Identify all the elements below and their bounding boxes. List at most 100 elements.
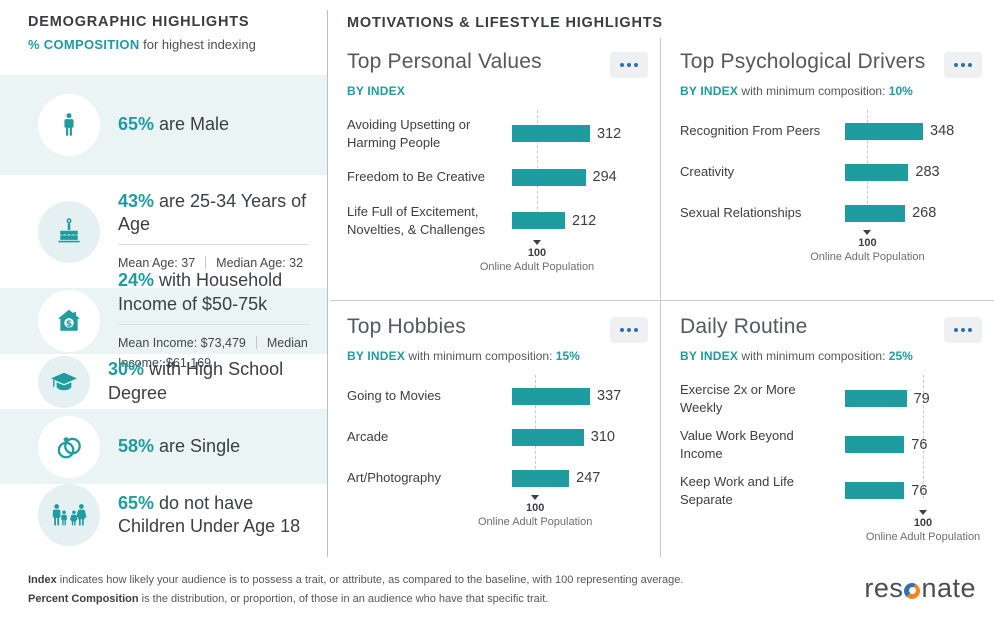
chart-subtitle: BY INDEX: [347, 84, 648, 98]
baseline-arrow-icon: [919, 510, 927, 516]
bar-value: 294: [592, 169, 617, 186]
stat-divider: [205, 256, 207, 270]
chart-row: Value Work Beyond Income 76: [680, 427, 982, 462]
demographic-statement: 24% with Household Income of $50-75k: [118, 269, 309, 315]
demographic-statement: 65% are Male: [118, 113, 309, 136]
house-dollar-icon: $: [38, 290, 100, 352]
baseline-caption: Online Adult Population: [477, 516, 593, 528]
percent-value: 43%: [118, 190, 155, 211]
percent-composition-definition: Percent Composition is the distribution,…: [28, 593, 549, 606]
bar-value: 212: [572, 212, 597, 229]
bar-chart: Recognition From Peers 348 Creativity 283 Se…: [680, 110, 982, 263]
quadrant-horizontal-divider: [330, 300, 994, 301]
bar[interactable]: [512, 428, 584, 446]
bar-label: Going to Movies: [347, 388, 441, 404]
demographics-title: DEMOGRAPHIC HIGHLIGHTS: [28, 14, 250, 30]
subtitle-rest: for highest indexing: [139, 37, 256, 52]
baseline-caption: Online Adult Population: [865, 531, 981, 544]
mean-stat: Mean Income: $73,479: [118, 335, 246, 350]
bar-value: 268: [912, 205, 937, 221]
baseline-caption: Online Adult Population: [810, 251, 925, 263]
stat-divider: [255, 335, 257, 349]
demographic-row-education: 30% with High School Degree: [0, 354, 327, 409]
by-index-label: BY INDEX: [347, 349, 406, 363]
bar-value: 348: [930, 123, 955, 139]
bar[interactable]: [845, 390, 907, 408]
min-composition-value: 15%: [555, 349, 580, 363]
composition-label: % COMPOSITION: [28, 37, 140, 52]
demographic-row-marital: 58% are Single: [0, 409, 327, 484]
chart-row: Recognition From Peers 348: [680, 116, 982, 146]
demographic-statement: 65% do not have Children Under Age 18: [118, 492, 309, 538]
bar[interactable]: [512, 387, 590, 405]
demographic-row-gender: 65% are Male: [0, 75, 327, 175]
statement-text: do not have Children Under Age 18: [118, 492, 301, 536]
bar-value: 283: [915, 164, 940, 180]
chart-title: Top Hobbies: [347, 315, 466, 338]
median-stat: Median Income: $61,169: [118, 335, 308, 370]
by-index-label: BY INDEX: [680, 349, 739, 363]
bar[interactable]: [845, 122, 923, 140]
bar-value: 79: [913, 390, 930, 407]
footer: Index indicates how likely your audience…: [28, 571, 976, 610]
motivations-title: MOTIVATIONS & LIFESTYLE HIGHLIGHTS: [347, 15, 663, 31]
male-icon: [38, 94, 100, 156]
baseline-value: 100: [527, 247, 547, 260]
chart-title: Top Personal Values: [347, 50, 542, 73]
quadrant-vertical-divider: [660, 38, 661, 557]
percent-value: 65%: [118, 114, 155, 135]
bar[interactable]: [512, 168, 586, 186]
baseline-value: 100: [913, 517, 933, 530]
by-index-label: BY INDEX: [347, 84, 406, 98]
chart-row: Freedom to Be Creative 294: [347, 162, 648, 192]
bar[interactable]: [845, 436, 905, 454]
bar[interactable]: [845, 204, 906, 222]
statement-text: are 25-34 Years of Age: [118, 190, 307, 234]
more-options-button[interactable]: [944, 52, 982, 78]
bar-label: Creativity: [680, 164, 735, 180]
chart-row: Keep Work and Life Separate 76: [680, 473, 982, 508]
chart-row: Art/Photography 247: [347, 463, 648, 493]
demographic-row-age: 43% are 25-34 Years of Age Mean Age: 37 M…: [0, 175, 327, 288]
bar-chart: Going to Movies 337 Arcade 310 Art/Photograp…: [347, 375, 648, 528]
bar[interactable]: [512, 212, 565, 230]
statement-text: with High School Degree: [108, 359, 284, 403]
panel-top-personal-values: Top Personal Values BY INDEX Avoiding Up…: [330, 38, 660, 273]
baseline-arrow-icon: [533, 240, 541, 246]
percent-value: 58%: [118, 435, 155, 456]
baseline-axis: 100 Online Adult Population: [442, 240, 632, 273]
subtitle-rest: with minimum composition:: [405, 349, 556, 363]
bar-label: Keep Work and Life Separate: [680, 474, 794, 507]
bar-label: Art/Photography: [347, 470, 441, 486]
panel-top-psychological-drivers: Top Psychological Drivers BY INDEX with …: [663, 38, 994, 263]
median-stat: Median Age: 32: [216, 256, 304, 271]
birthday-cake-icon: [38, 200, 100, 263]
demographic-substats: Mean Income: $73,479 Median Income: $61,1…: [118, 323, 309, 373]
bar-value: 247: [576, 470, 601, 486]
more-options-button[interactable]: [610, 317, 648, 343]
statement-text: are Single: [154, 435, 241, 456]
demographic-row-income: $ 24% with Household Income of $50-75k M…: [0, 270, 327, 370]
bar[interactable]: [512, 125, 590, 143]
bar[interactable]: [845, 482, 905, 500]
more-options-button[interactable]: [944, 317, 982, 343]
bar-value: 310: [590, 429, 615, 445]
bar[interactable]: [845, 163, 909, 181]
bar-label: Life Full of Excitement, Novelties, & Ch…: [347, 204, 486, 237]
bar-value: 312: [597, 125, 622, 142]
demographic-substats: Mean Age: 37 Median Age: 32: [118, 244, 309, 273]
percent-value: 30%: [108, 359, 145, 380]
chart-row: Avoiding Upsetting or Harming People 312: [347, 116, 648, 151]
baseline-value: 100: [525, 502, 545, 514]
baseline-axis: 100 Online Adult Population: [828, 510, 994, 543]
bar[interactable]: [512, 469, 570, 487]
panel-top-hobbies: Top Hobbies BY INDEX with minimum compos…: [330, 303, 660, 528]
graduation-cap-icon: [38, 355, 90, 408]
chart-subtitle: BY INDEX with minimum composition: 10%: [680, 84, 982, 98]
demographic-statement: 43% are 25-34 Years of Age: [118, 190, 309, 236]
wedding-rings-icon: [38, 415, 100, 478]
chart-row: Creativity 283: [680, 157, 982, 187]
panel-daily-routine: Daily Routine BY INDEX with minimum comp…: [663, 303, 994, 543]
more-options-button[interactable]: [610, 52, 648, 78]
mean-stat: Mean Age: 37: [118, 256, 196, 271]
